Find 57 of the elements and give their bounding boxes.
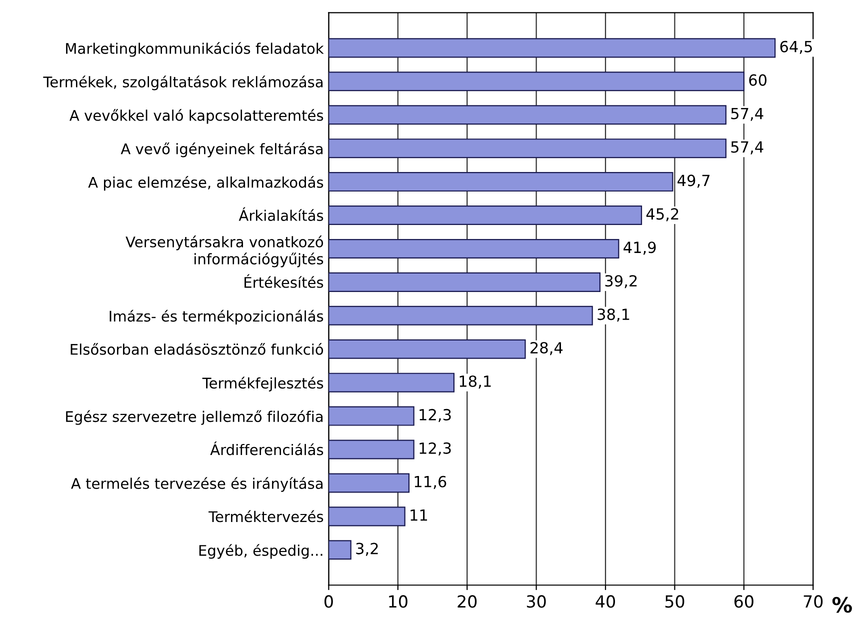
data-label: 28,4 (530, 342, 563, 356)
y-tick-label: Marketingkommunikációs feladatok (66, 42, 324, 57)
bar (328, 272, 601, 292)
y-tick-label: Árdifferenciálás (210, 442, 324, 456)
bar (328, 540, 352, 560)
data-label: 45,2 (646, 208, 678, 222)
y-tick-label: A piac elemzése, alkalmazkodás (88, 176, 324, 191)
x-tick-label: 30 (526, 595, 546, 608)
data-label: 12,3 (420, 442, 451, 456)
bar (328, 72, 744, 92)
bar (328, 372, 455, 392)
bar (328, 138, 726, 158)
data-label: 18,1 (460, 375, 491, 389)
data-label: 49,7 (678, 174, 710, 188)
y-tick-label: A vevőkkel való kapcsolatteremtés (70, 109, 324, 124)
bar (328, 506, 406, 526)
y-tick-label: Termékfejlesztés (202, 376, 324, 392)
data-label: 38,1 (598, 308, 630, 322)
bar (328, 206, 642, 226)
x-tick-label: 70 (804, 595, 823, 608)
y-tick-label: A termelés tervezése és irányítása (71, 477, 323, 492)
y-tick-label: Termékek, szolgáltatások reklámozása (43, 76, 323, 90)
bar (328, 105, 726, 125)
x-tick-label: 0 (324, 595, 333, 608)
data-label: 11,6 (414, 476, 446, 489)
data-label: 57,4 (731, 108, 764, 121)
bar (328, 306, 593, 326)
y-tick-label: Terméktervezés (208, 510, 324, 522)
bar (328, 440, 414, 460)
x-tick-label: 10 (389, 595, 408, 608)
y-tick-label: Versenytársakra vonatkozó információgyűjtés (126, 236, 324, 268)
bar (328, 406, 414, 426)
y-tick-label: Értékesítés (244, 274, 324, 288)
bar (328, 473, 410, 493)
x-tick-label: 20 (458, 595, 477, 608)
data-label: 60 (749, 74, 766, 86)
y-tick-label: Egész szervezetre jellemző filozófia (66, 410, 323, 425)
data-label: 11 (410, 510, 428, 521)
y-tick-label: Árkialakítás (238, 207, 324, 222)
y-tick-label: Egyéb, éspedig... (199, 544, 322, 559)
x-axis-title: % (832, 596, 852, 613)
y-tick-label: Imázs- és termékpozicionálás (110, 310, 324, 325)
y-tick-label: A vevő igényeinek feltárása (120, 142, 323, 158)
data-label: 39,2 (605, 275, 637, 288)
data-label: 64,5 (780, 40, 812, 54)
data-label: 41,9 (624, 242, 656, 255)
data-label: 12,3 (420, 408, 451, 422)
x-tick-label: 50 (665, 595, 684, 608)
y-tick-label: Elsősorban eladásösztönző funkció (70, 342, 324, 355)
bar (328, 38, 776, 58)
data-label: 57,4 (731, 141, 764, 154)
data-label: 3,2 (356, 542, 378, 556)
bar (328, 238, 620, 258)
bar (328, 172, 674, 192)
x-tick-label: 40 (596, 595, 615, 608)
x-tick-label: 60 (734, 595, 754, 608)
bar (328, 339, 526, 359)
